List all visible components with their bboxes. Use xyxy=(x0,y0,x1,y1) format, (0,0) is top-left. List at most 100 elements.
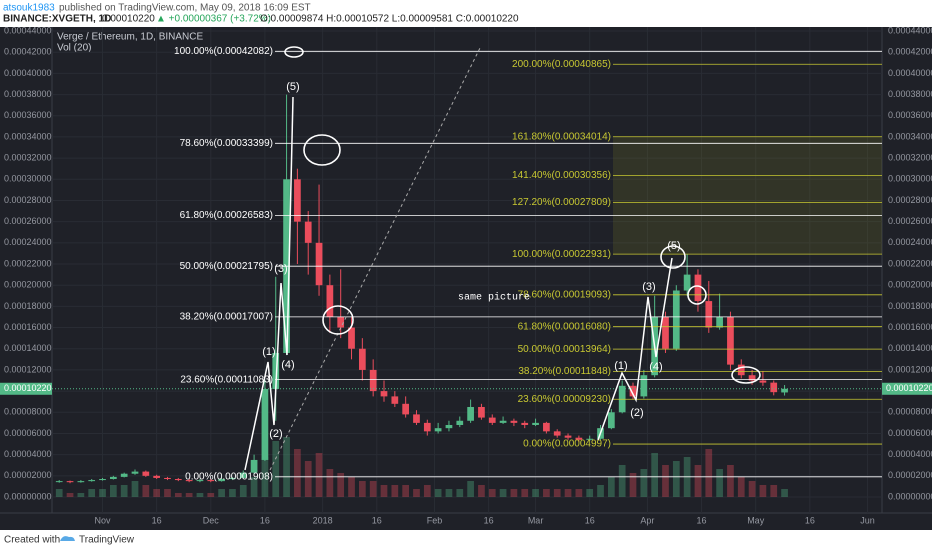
published: published on TradingView.com, May 09, 20… xyxy=(59,3,311,14)
trend-line xyxy=(269,47,481,471)
candle-body xyxy=(402,403,410,415)
brand[interactable]: TradingView xyxy=(79,535,135,546)
volume-bar xyxy=(597,485,604,497)
volume-bar xyxy=(109,485,117,497)
x-tick-label: 16 xyxy=(697,515,707,525)
volume-bar xyxy=(326,469,334,497)
x-tick-label: Dec xyxy=(203,515,220,525)
fib-label: 100.00%(0.00042082) xyxy=(174,46,273,57)
candle-body xyxy=(196,480,204,482)
fib-label: 141.40%(0.00030356) xyxy=(512,170,611,181)
candle-body xyxy=(153,475,161,478)
volume-bar xyxy=(55,489,63,497)
candle-body xyxy=(88,480,96,482)
volume-bar xyxy=(369,481,377,497)
wave-label: (5) xyxy=(286,81,299,93)
volume-bar xyxy=(164,489,171,497)
y-tick-label: 0.00020000 xyxy=(888,280,932,290)
y-tick-label: 0.00018000 xyxy=(888,301,932,311)
fib-label: 127.20%(0.00027809) xyxy=(512,197,611,208)
candle-body xyxy=(99,479,106,481)
volume-bar xyxy=(99,489,106,497)
fib-label: 78.60%(0.00019093) xyxy=(518,289,611,300)
candle-body xyxy=(358,348,366,370)
circle-drawing xyxy=(660,245,686,269)
x-tick-label: Mar xyxy=(528,515,544,525)
volume-bar xyxy=(120,485,128,497)
volume-bar xyxy=(672,461,680,497)
candle-body xyxy=(759,380,767,383)
volume-bar xyxy=(153,489,161,497)
volume-bar xyxy=(510,489,518,497)
volume-bar xyxy=(618,465,626,497)
y-tick-label: 0.00042000 xyxy=(4,47,52,57)
x-tick-label: 16 xyxy=(260,515,270,525)
y-tick-label: 0.00040000 xyxy=(888,68,932,78)
candle-body xyxy=(499,420,507,423)
volume-bar xyxy=(337,473,345,497)
volume-bar xyxy=(445,489,453,497)
y-tick-label: 0.00044000 xyxy=(4,25,52,35)
volume-bar xyxy=(705,449,713,497)
volume-bar xyxy=(716,469,723,497)
candle-body xyxy=(326,285,334,317)
fib-label: 200.00%(0.00040865) xyxy=(512,59,611,70)
price: 0.00010220 xyxy=(102,14,155,25)
candle-body xyxy=(629,385,637,397)
volume-bar xyxy=(413,489,420,497)
y-tick-label: 0.00032000 xyxy=(4,152,52,162)
candle-body xyxy=(109,476,117,480)
y-tick-label: 0.00036000 xyxy=(888,110,932,120)
fib-label: 61.80%(0.00016080) xyxy=(518,321,611,332)
last-price-label: 0.00010220 xyxy=(4,383,52,393)
candle-body xyxy=(304,221,312,243)
volume-bar xyxy=(456,489,464,497)
y-tick-label: 0.00028000 xyxy=(888,195,932,205)
ohlc: O:0.00009874 H:0.00010572 L:0.00009581 C… xyxy=(260,14,519,25)
circle-drawing xyxy=(322,305,354,335)
last-price-label: 0.00010220 xyxy=(886,383,932,393)
wave-label: (3) xyxy=(642,281,655,293)
y-tick-label: 0.00016000 xyxy=(4,322,52,332)
y-tick-label: 0.00016000 xyxy=(888,322,932,332)
x-tick-label: Nov xyxy=(95,515,112,525)
volume-bar xyxy=(781,489,788,497)
candle-body xyxy=(781,388,788,393)
header-bg xyxy=(0,0,932,27)
wave-label: (1) xyxy=(614,360,627,372)
fib-zone xyxy=(613,136,882,255)
y-tick-label: 0.00026000 xyxy=(888,216,932,226)
volume-bar xyxy=(131,481,139,497)
volume-bar xyxy=(315,453,323,497)
volume-bar xyxy=(759,485,767,497)
volume-bar xyxy=(66,493,74,497)
wave-label: (2) xyxy=(630,407,643,419)
volume-bar xyxy=(532,489,539,497)
x-tick-label: Apr xyxy=(640,515,654,525)
author[interactable]: atsouk1983 xyxy=(3,3,55,14)
y-tick-label: 0.00024000 xyxy=(888,237,932,247)
candle-body xyxy=(672,290,680,349)
candle-body xyxy=(272,352,280,389)
candle-body xyxy=(683,274,691,291)
fib-label: 0.00%(0.00004997) xyxy=(523,439,611,450)
candle-body xyxy=(423,422,431,432)
candle-body xyxy=(131,471,139,474)
volume-bar xyxy=(521,489,529,497)
candle-body xyxy=(716,316,723,328)
logo xyxy=(60,536,75,541)
volume-bar xyxy=(261,457,269,497)
fib-label: 50.00%(0.00013964) xyxy=(518,344,611,355)
y-tick-label: 0.00002000 xyxy=(888,470,932,480)
candle-body xyxy=(640,375,648,397)
candle-body xyxy=(662,316,669,349)
y-tick-label: 0.00004000 xyxy=(888,449,932,459)
candle-body xyxy=(737,364,745,376)
x-tick-label: 16 xyxy=(805,515,815,525)
x-tick-label: 16 xyxy=(585,515,595,525)
candle-body xyxy=(239,472,247,478)
wave-label: (3) xyxy=(274,263,287,275)
candle-body xyxy=(770,382,778,393)
y-tick-label: 0.00012000 xyxy=(4,364,52,374)
